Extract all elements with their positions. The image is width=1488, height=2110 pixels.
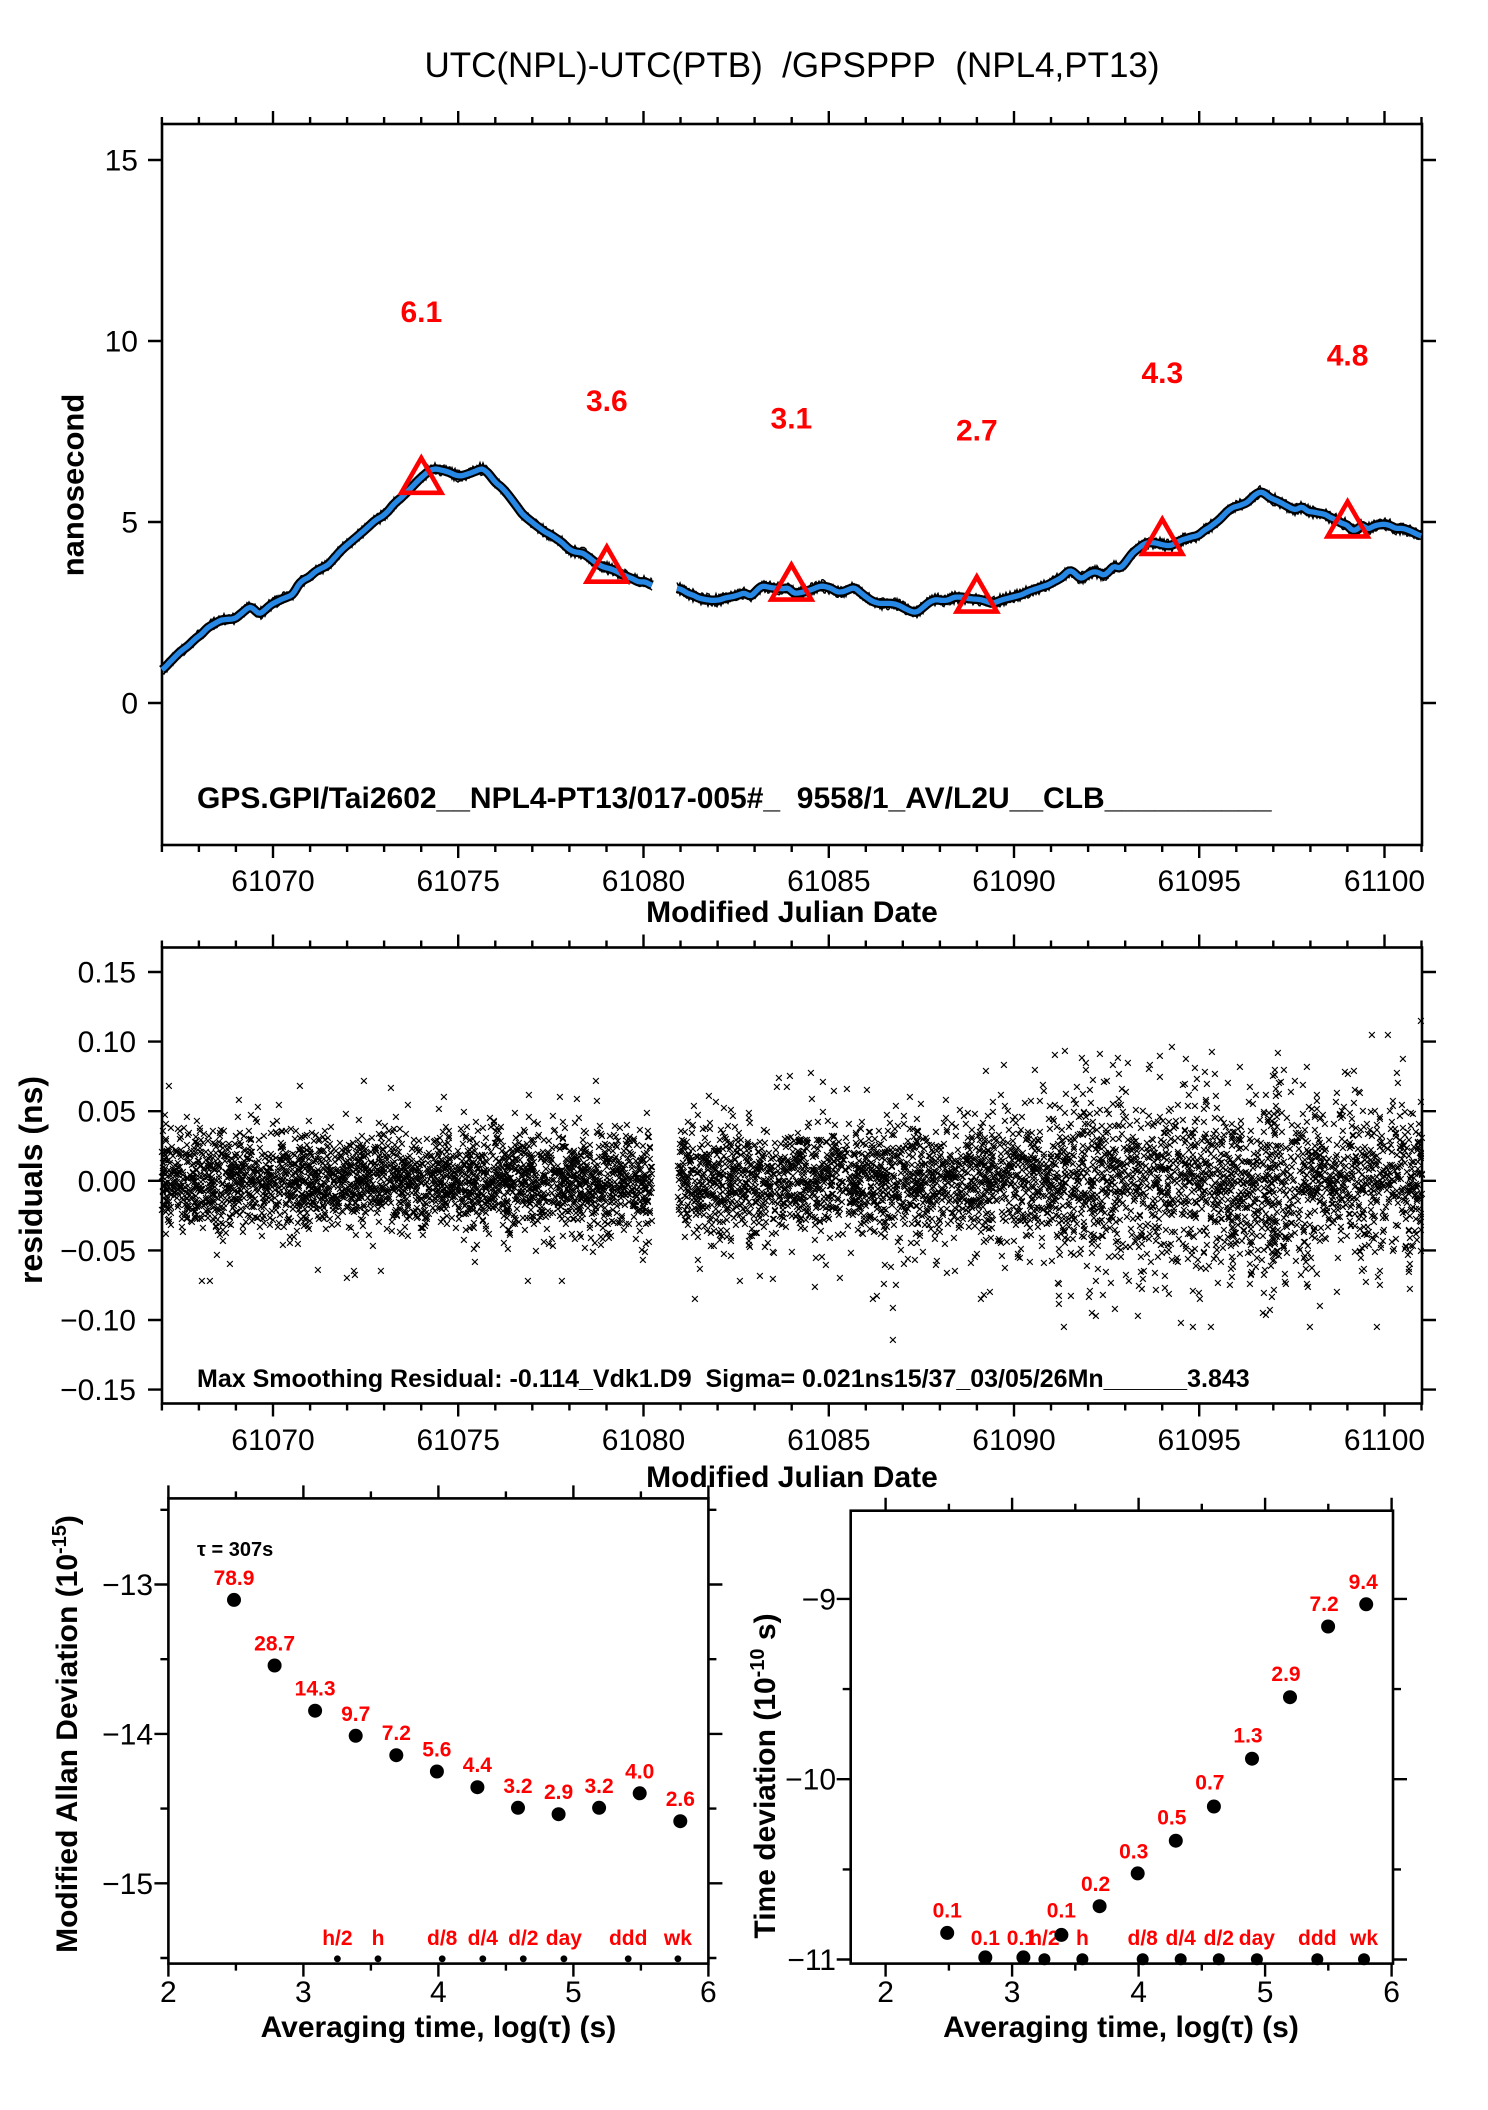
svg-text:d/4: d/4 <box>1166 1927 1197 1950</box>
svg-text:61090: 61090 <box>972 865 1055 898</box>
svg-text:61085: 61085 <box>787 1424 870 1457</box>
svg-text:day: day <box>546 1927 583 1950</box>
svg-text:h: h <box>372 1927 385 1950</box>
svg-text:61090: 61090 <box>972 1424 1055 1457</box>
svg-text:Modified Allan Deviation (10-1: Modified Allan Deviation (10-15) <box>49 1515 84 1953</box>
svg-text:GPS.GPI/Tai2602__NPL4-PT13/017: GPS.GPI/Tai2602__NPL4-PT13/017-005#_ 955… <box>197 782 1272 815</box>
svg-text:4.8: 4.8 <box>1327 340 1369 373</box>
svg-text:0.2: 0.2 <box>1081 1873 1110 1896</box>
svg-text:0.1: 0.1 <box>1047 1900 1077 1923</box>
svg-text:d/2: d/2 <box>1204 1927 1234 1950</box>
svg-text:d/4: d/4 <box>468 1927 499 1950</box>
svg-text:d/2: d/2 <box>508 1927 538 1950</box>
svg-text:Averaging time, log(τ) (s): Averaging time, log(τ) (s) <box>943 2011 1299 2044</box>
svg-text:−15: −15 <box>102 1868 153 1901</box>
svg-text:6: 6 <box>700 1976 717 2009</box>
svg-text:0.15: 0.15 <box>78 957 136 990</box>
svg-text:61075: 61075 <box>416 865 499 898</box>
svg-text:3.6: 3.6 <box>586 385 628 418</box>
svg-text:61085: 61085 <box>787 865 870 898</box>
svg-text:−0.05: −0.05 <box>60 1235 136 1268</box>
svg-text:ddd: ddd <box>609 1927 647 1950</box>
svg-text:3: 3 <box>295 1976 312 2009</box>
svg-text:2.9: 2.9 <box>1271 1663 1300 1686</box>
svg-text:9.7: 9.7 <box>341 1703 370 1726</box>
svg-text:3: 3 <box>1004 1976 1021 2009</box>
svg-text:ddd: ddd <box>1298 1927 1336 1950</box>
svg-text:τ = 307s: τ = 307s <box>197 1539 273 1561</box>
svg-text:nanosecond: nanosecond <box>56 394 91 577</box>
svg-text:0.1: 0.1 <box>933 1900 963 1923</box>
svg-text:61100: 61100 <box>1344 1424 1425 1457</box>
svg-text:61095: 61095 <box>1157 865 1240 898</box>
svg-text:wk: wk <box>663 1927 692 1950</box>
svg-text:−0.15: −0.15 <box>60 1374 136 1407</box>
svg-text:1.3: 1.3 <box>1233 1725 1262 1748</box>
svg-text:7.2: 7.2 <box>1309 1593 1338 1616</box>
svg-text:0.7: 0.7 <box>1195 1772 1224 1795</box>
svg-text:Modified Julian Date: Modified Julian Date <box>646 1461 938 1494</box>
svg-text:61100: 61100 <box>1344 865 1425 898</box>
svg-text:residuals (ns): residuals (ns) <box>13 1076 49 1284</box>
svg-text:0.3: 0.3 <box>1119 1841 1148 1864</box>
svg-text:61080: 61080 <box>602 1424 685 1457</box>
svg-text:day: day <box>1239 1927 1276 1950</box>
svg-text:2.9: 2.9 <box>544 1781 573 1804</box>
svg-text:10: 10 <box>105 326 138 359</box>
svg-text:61095: 61095 <box>1157 1424 1240 1457</box>
svg-text:−11: −11 <box>787 1944 836 1977</box>
svg-text:7.2: 7.2 <box>382 1722 411 1745</box>
svg-text:h/2: h/2 <box>1029 1927 1059 1950</box>
svg-text:Averaging time, log(τ) (s): Averaging time, log(τ) (s) <box>261 2011 617 2044</box>
svg-text:6: 6 <box>1383 1976 1400 2009</box>
svg-text:28.7: 28.7 <box>254 1633 295 1656</box>
svg-text:14.3: 14.3 <box>295 1678 336 1701</box>
svg-text:61080: 61080 <box>602 865 685 898</box>
svg-text:2.6: 2.6 <box>666 1788 695 1811</box>
svg-text:−0.10: −0.10 <box>60 1305 136 1338</box>
svg-text:−9: −9 <box>802 1583 836 1616</box>
svg-text:d/8: d/8 <box>427 1927 458 1950</box>
svg-text:wk: wk <box>1349 1927 1378 1950</box>
svg-text:0.1: 0.1 <box>971 1927 1001 1950</box>
svg-text:0: 0 <box>121 688 138 721</box>
svg-text:0.00: 0.00 <box>78 1165 136 1198</box>
svg-text:Modified Julian Date: Modified Julian Date <box>646 896 938 929</box>
svg-text:3.1: 3.1 <box>771 403 813 436</box>
svg-text:0.1: 0.1 <box>1007 1927 1037 1950</box>
svg-text:78.9: 78.9 <box>214 1567 255 1590</box>
svg-text:4: 4 <box>430 1976 447 2009</box>
svg-text:0.5: 0.5 <box>1157 1807 1187 1830</box>
svg-text:4.3: 4.3 <box>1141 357 1183 390</box>
svg-text:9.4: 9.4 <box>1349 1571 1379 1594</box>
svg-text:3.2: 3.2 <box>584 1775 613 1798</box>
svg-text:h: h <box>1076 1927 1089 1950</box>
svg-text:5: 5 <box>565 1976 582 2009</box>
svg-text:0.05: 0.05 <box>78 1096 136 1129</box>
svg-text:−13: −13 <box>102 1569 153 1602</box>
svg-text:4.4: 4.4 <box>463 1754 493 1777</box>
svg-text:5: 5 <box>121 507 138 540</box>
svg-text:UTC(NPL)-UTC(PTB) /GPSPPP (N: UTC(NPL)-UTC(PTB) /GPSPPP (NPL4,PT13) <box>424 46 1159 85</box>
svg-text:−10: −10 <box>785 1764 836 1797</box>
svg-text:0.10: 0.10 <box>78 1026 136 1059</box>
svg-text:−14: −14 <box>102 1718 153 1751</box>
svg-text:d/8: d/8 <box>1128 1927 1159 1950</box>
svg-text:6.1: 6.1 <box>400 296 442 329</box>
svg-text:2.7: 2.7 <box>956 415 998 448</box>
svg-text:Max Smoothing Residual: -0.114: Max Smoothing Residual: -0.114_Vdk1.D9 S… <box>197 1365 1250 1393</box>
svg-text:2: 2 <box>160 1976 177 2009</box>
svg-text:5: 5 <box>1257 1976 1274 2009</box>
svg-text:61070: 61070 <box>231 865 314 898</box>
svg-text:15: 15 <box>105 145 138 178</box>
svg-text:3.2: 3.2 <box>503 1775 532 1798</box>
svg-text:2: 2 <box>877 1976 894 2009</box>
svg-text:4: 4 <box>1130 1976 1147 2009</box>
svg-text:61075: 61075 <box>416 1424 499 1457</box>
svg-text:61070: 61070 <box>231 1424 314 1457</box>
svg-text:h/2: h/2 <box>322 1927 352 1950</box>
svg-text:5.6: 5.6 <box>422 1739 451 1762</box>
svg-text:4.0: 4.0 <box>625 1760 654 1783</box>
